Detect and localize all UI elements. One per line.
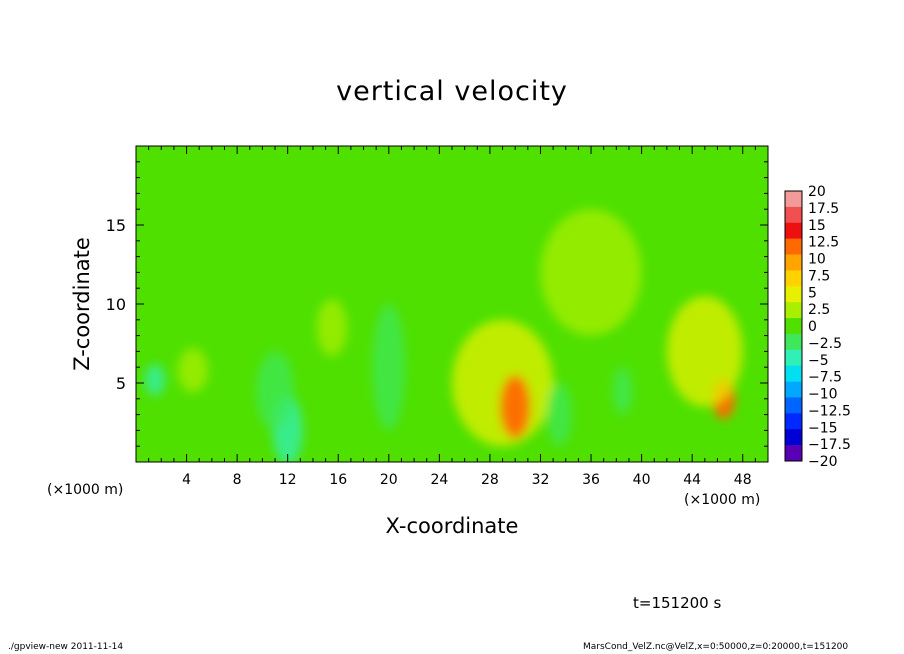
field-feature-7: [500, 375, 531, 439]
x-tick-label: 20: [380, 472, 398, 488]
x-axis: 4 8 12 16 20 24 28 32 36 40 44 48: [148, 146, 756, 488]
colorbar-swatch: [785, 222, 802, 239]
field-feature-1: [144, 364, 166, 396]
x-tick-label: 36: [582, 472, 600, 488]
colorbar-swatch: [785, 397, 802, 414]
colorbar-label: −7.5: [808, 370, 842, 386]
colorbar-label: 20: [808, 184, 826, 200]
chart-title: vertical velocity: [336, 76, 568, 107]
colorbar-label: 0: [808, 319, 817, 335]
colorbar-label: 10: [808, 252, 826, 268]
x-tick-label: 28: [481, 472, 499, 488]
colorbar-label: −17.5: [808, 437, 851, 453]
y-tick-label: 15: [106, 216, 126, 235]
footer-right: MarsCond_VelZ.nc@VelZ,x=0:50000,z=0:2000…: [583, 642, 849, 652]
field-feature-8: [546, 383, 573, 447]
colorbar-label: −12.5: [808, 403, 851, 419]
colorbar-swatch: [785, 429, 802, 446]
x-tick-label: 4: [182, 472, 191, 488]
colorbar-swatch: [785, 413, 802, 430]
colorbar-label: −20: [808, 454, 838, 470]
colorbar-label: −15: [808, 420, 838, 436]
x-unit-right: (×1000 m): [684, 492, 761, 508]
time-label: t=151200 s: [633, 594, 722, 612]
x-tick-label: 16: [329, 472, 347, 488]
colorbar-swatch: [785, 302, 802, 319]
heatmap-field: [136, 146, 768, 462]
field-feature-9: [612, 367, 633, 415]
x-tick-label: 8: [233, 472, 242, 488]
colorbar-label: 7.5: [808, 268, 830, 284]
field-feature-0: [177, 348, 209, 393]
colorbar-label: 15: [808, 218, 826, 234]
y-axis-label: Z-coordinate: [70, 237, 94, 371]
colorbar-swatch: [785, 349, 802, 367]
colorbar-label: −5: [808, 353, 829, 369]
field-feature-11: [666, 296, 743, 407]
colorbar-swatch: [785, 286, 802, 303]
x-tick-label: 32: [532, 472, 550, 488]
colorbar-swatch: [785, 318, 802, 335]
colorbar-swatch: [785, 254, 802, 271]
colorbar-swatch: [785, 333, 802, 351]
colorbar-swatch: [785, 365, 802, 382]
colorbar-label: 2.5: [808, 302, 830, 318]
colorbar-frame: [784, 190, 803, 462]
colorbar-swatch: [785, 270, 802, 287]
field-background: [136, 146, 768, 462]
colorbar: 2017.51512.5107.552.50−2.5−5−7.5−10−12.5…: [784, 184, 851, 470]
field-feature-12: [540, 209, 642, 336]
y-axis: 5 10 15: [106, 161, 768, 447]
y-tick-label: 5: [116, 374, 126, 393]
colorbar-label: 12.5: [808, 235, 839, 251]
colorbar-swatch: [785, 191, 802, 208]
field-feature-5: [372, 304, 406, 431]
x-tick-label: 44: [683, 472, 701, 488]
field-feature-6: [452, 319, 554, 447]
y-tick-label: 10: [106, 295, 126, 314]
x-tick-label: 12: [279, 472, 297, 488]
colorbar-label: −10: [808, 387, 838, 403]
x-axis-label: X-coordinate: [385, 514, 519, 538]
colorbar-label: −2.5: [808, 336, 842, 352]
colorbar-label: 5: [808, 285, 817, 301]
colorbar-swatch: [785, 381, 802, 398]
x-unit-left: (×1000 m): [47, 482, 124, 498]
x-tick-label: 24: [430, 472, 448, 488]
footer-left: ./gpview-new 2011-11-14: [8, 642, 124, 652]
field-feature-3: [256, 351, 294, 431]
colorbar-swatch: [785, 206, 802, 224]
x-tick-label: 40: [633, 472, 651, 488]
colorbar-swatch: [785, 238, 802, 255]
colorbar-label: 17.5: [808, 201, 839, 217]
field-feature-4: [316, 299, 348, 357]
colorbar-swatch: [785, 445, 802, 462]
x-tick-label: 48: [734, 472, 752, 488]
